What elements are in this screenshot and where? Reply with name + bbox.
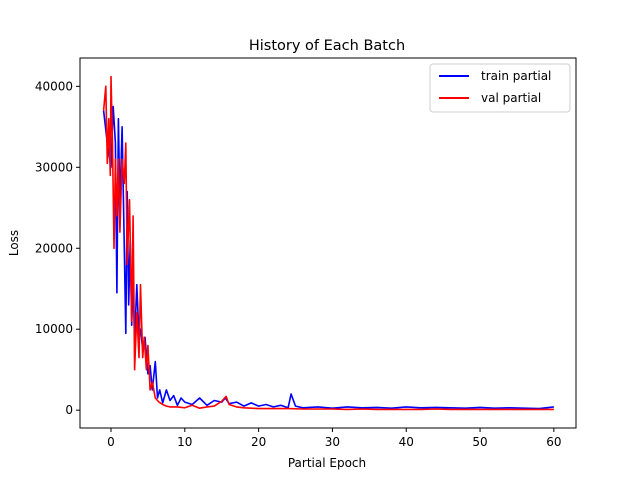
legend-label-train-partial: train partial (481, 69, 551, 83)
x-tick-label: 30 (325, 435, 340, 449)
chart-title: History of Each Batch (249, 38, 405, 54)
x-axis-label: Partial Epoch (288, 456, 366, 470)
series-line-train-partial (102, 105, 554, 410)
y-tick-label: 20000 (35, 241, 73, 255)
y-tick-label: 0 (65, 403, 73, 417)
plot-area (102, 75, 554, 411)
x-tick-label: 0 (107, 435, 115, 449)
x-tick-label: 60 (546, 435, 561, 449)
x-tick-label: 50 (472, 435, 487, 449)
y-tick-label: 30000 (35, 160, 73, 174)
series-line-val-partial (102, 75, 554, 411)
plot-frame (79, 57, 577, 429)
y-tick-label: 40000 (35, 79, 73, 93)
x-tick-label: 20 (251, 435, 266, 449)
y-tick-label: 10000 (35, 322, 73, 336)
legend: train partial val partial (429, 63, 571, 113)
y-axis-ticks: 0 10000 20000 30000 40000 (35, 79, 80, 417)
x-tick-label: 40 (399, 435, 414, 449)
x-tick-label: 10 (177, 435, 192, 449)
y-axis-label: Loss (7, 230, 21, 256)
x-axis-ticks: 0 10 20 30 40 50 60 (107, 428, 561, 449)
legend-label-val-partial: val partial (481, 91, 541, 105)
